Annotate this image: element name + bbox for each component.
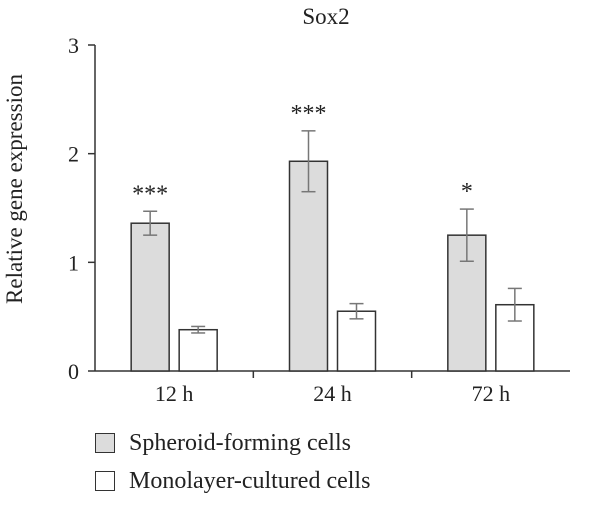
chart-title: Sox2: [302, 4, 349, 29]
x-tick-label: 72 h: [472, 381, 511, 406]
legend-item-monolayer: Monolayer-cultured cells: [95, 466, 370, 496]
y-tick-label: 3: [68, 33, 79, 58]
x-tick-label: 24 h: [313, 381, 352, 406]
plot-area: 0 1 2 3 12 h *** 24 h *** 72 h *: [68, 33, 570, 406]
y-tick-label: 0: [68, 359, 79, 384]
bar: [336, 310, 377, 372]
legend-swatch-monolayer: [95, 471, 115, 491]
y-tick-label: 1: [68, 250, 79, 275]
bar: [178, 328, 218, 372]
y-axis-label: Relative gene expression: [2, 74, 27, 304]
significance-label: ***: [132, 181, 168, 207]
bar: [288, 160, 329, 372]
significance-label: *: [461, 179, 473, 205]
legend-label-monolayer: Monolayer-cultured cells: [129, 467, 371, 494]
legend: Spheroid-forming cells Monolayer-culture…: [95, 428, 370, 504]
x-tick-label: 12 h: [155, 381, 194, 406]
legend-swatch-spheroid: [95, 433, 115, 453]
legend-item-spheroid: Spheroid-forming cells: [95, 428, 370, 458]
legend-label-spheroid: Spheroid-forming cells: [129, 429, 351, 456]
y-tick-label: 2: [68, 142, 79, 167]
bar: [130, 222, 170, 372]
significance-label: ***: [291, 101, 327, 127]
